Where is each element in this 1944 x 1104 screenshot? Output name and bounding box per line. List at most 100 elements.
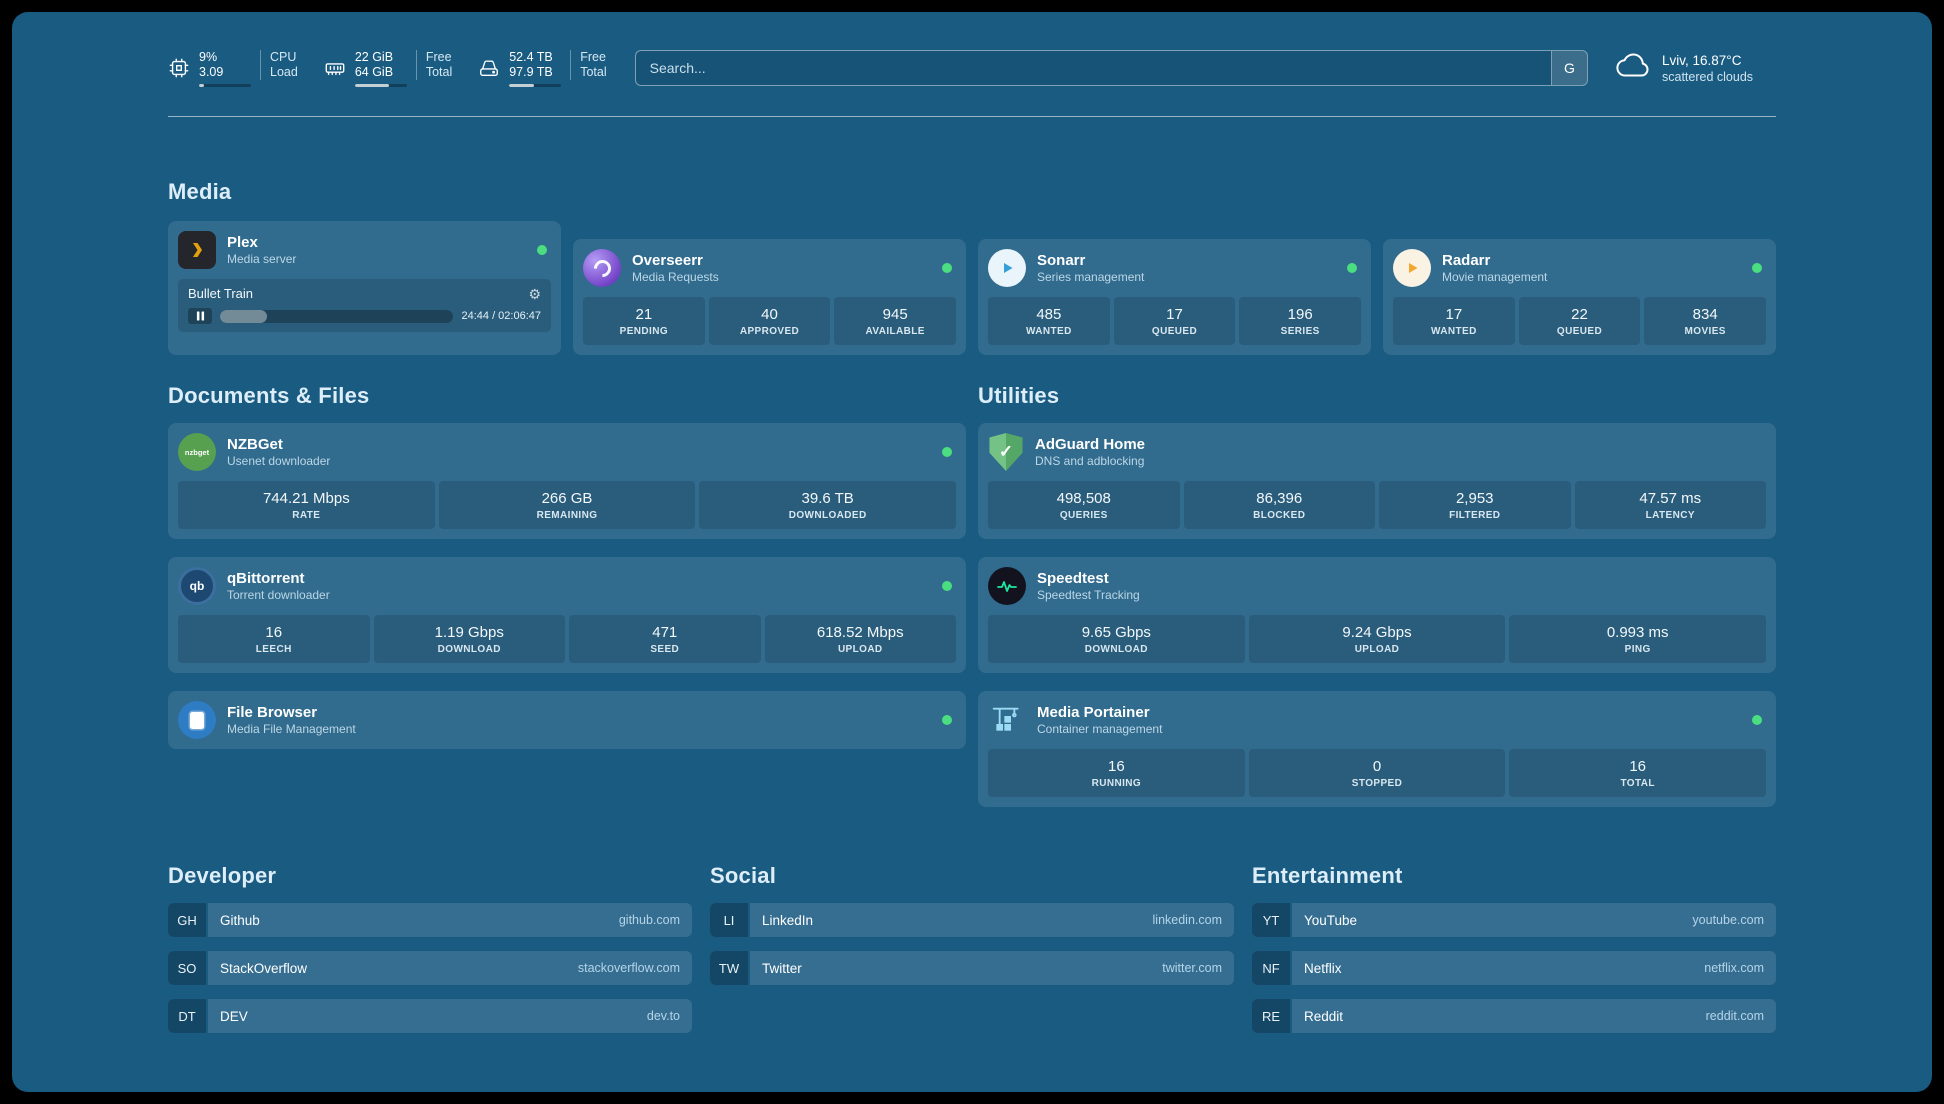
service-card-portainer[interactable]: Media Portainer Container management 16 … [978,691,1776,807]
bookmark-abbr: RE [1252,999,1290,1033]
cpu-label-top: CPU [270,49,297,64]
bookmark-linkedin[interactable]: LI LinkedIn linkedin.com [710,903,1234,937]
stat-available: 945 AVAILABLE [834,297,957,345]
service-desc: Movie management [1442,270,1548,284]
bookmark-name: LinkedIn [762,912,814,928]
service-desc: Container management [1037,722,1163,736]
bookmark-twitter[interactable]: TW Twitter twitter.com [710,951,1234,985]
bookmark-name: Github [220,912,260,928]
nzbget-icon: nzbget [178,433,216,471]
service-name: Overseerr [632,252,703,269]
service-card-overseerr[interactable]: Overseerr Media Requests 21 PENDING 40 A… [573,239,966,355]
bookmark-netflix[interactable]: NF Netflix netflix.com [1252,951,1776,985]
section-title-developer: Developer [168,863,277,888]
service-card-qbittorrent[interactable]: qb qBittorrent Torrent downloader 16 LEE… [168,557,966,673]
bookmark-dev[interactable]: DT DEV dev.to [168,999,692,1033]
section-title-media: Media [168,179,232,204]
now-playing-title: Bullet Train [188,286,254,301]
service-card-nzbget[interactable]: nzbget NZBGet Usenet downloader 744.21 M… [168,423,966,539]
utilities-group: Utilities ✓ AdGuard Home DNS and adblock… [978,383,1776,807]
service-card-plex[interactable]: Plex Media server Bullet Train ⚙ [168,221,561,355]
section-title-documents: Documents & Files [168,383,370,408]
service-card-filebrowser[interactable]: File Browser Media File Management [168,691,966,749]
speedtest-icon [988,567,1026,605]
bookmark-url: stackoverflow.com [577,961,680,975]
service-name: Radarr [1442,252,1491,269]
service-name: File Browser [227,704,318,721]
search-input[interactable] [635,51,1551,85]
stat-leech: 16 LEECH [178,615,370,663]
service-name: Speedtest [1037,570,1109,587]
status-dot [537,245,547,255]
weather-widget[interactable]: Lviv, 16.87°C scattered clouds [1616,52,1776,85]
status-dot [942,447,952,457]
bookmark-stackoverflow[interactable]: SO StackOverflow stackoverflow.com [168,951,692,985]
stat-blocked: 86,396 BLOCKED [1183,481,1375,529]
stat-movies: 834 MOVIES [1644,297,1767,345]
status-dot [942,263,952,273]
cpu-widget: 9% 3.09 CPU Load [168,49,298,87]
bookmark-name: DEV [220,1008,248,1024]
bookmark-name: Netflix [1304,960,1342,976]
memory-icon [324,57,346,79]
playback-progress-bar[interactable] [220,309,454,323]
bookmark-group-entertainment: Entertainment YT YouTube youtube.com NF … [1252,863,1776,1047]
search-provider-button[interactable]: G [1551,51,1587,85]
bookmark-abbr: YT [1252,903,1290,937]
pause-button[interactable] [188,308,212,324]
bookmark-url: dev.to [646,1009,680,1023]
stat-approved: 40 APPROVED [708,297,831,345]
topbar-divider [168,116,1776,117]
service-card-speedtest[interactable]: Speedtest Speedtest Tracking 9.65 Gbps D… [978,557,1776,673]
stat-wanted: 485 WANTED [988,297,1110,345]
section-title-social: Social [710,863,777,888]
bookmark-url: youtube.com [1692,913,1764,927]
stat-download: 9.65 Gbps DOWNLOAD [988,615,1245,663]
bookmarks-area: Developer GH Github github.com SO StackO… [168,863,1776,1047]
stat-queued: 17 QUEUED [1113,297,1236,345]
gear-icon[interactable]: ⚙ [528,285,541,302]
disk-icon [478,57,500,79]
qbittorrent-icon: qb [178,567,216,605]
bookmark-reddit[interactable]: RE Reddit reddit.com [1252,999,1776,1033]
status-dot [1347,263,1357,273]
service-desc: Torrent downloader [227,588,330,602]
service-desc: Series management [1037,270,1145,284]
cloud-icon [1616,52,1652,84]
stat-downloaded: 39.6 TB DOWNLOADED [699,481,957,529]
memory-usage-bar [354,83,407,87]
disk-label-bottom: Total [580,64,607,79]
bookmark-youtube[interactable]: YT YouTube youtube.com [1252,903,1776,937]
status-dot [1752,715,1762,725]
service-name: Plex [227,234,258,251]
service-card-sonarr[interactable]: Sonarr Series management 485 WANTED 17 Q… [978,239,1371,355]
service-desc: Media server [227,252,297,266]
service-name: AdGuard Home [1035,436,1146,453]
status-dot [942,715,952,725]
stat-upload: 618.52 Mbps UPLOAD [764,615,956,663]
stat-ping: 0.993 ms PING [1509,615,1767,663]
memory-total-value: 64 GiB [354,64,394,79]
service-name: NZBGet [227,436,283,453]
bookmark-github[interactable]: GH Github github.com [168,903,692,937]
service-card-radarr[interactable]: Radarr Movie management 17 WANTED 22 QUE… [1383,239,1776,355]
service-name: Sonarr [1037,252,1086,269]
bookmark-abbr: SO [168,951,206,985]
cpu-usage-value: 9% [199,49,218,64]
service-desc: DNS and adblocking [1035,454,1145,468]
bookmark-name: YouTube [1304,912,1358,928]
stat-series: 196 SERIES [1239,297,1362,345]
weather-condition: scattered clouds [1662,69,1754,84]
stat-upload: 9.24 Gbps UPLOAD [1248,615,1506,663]
bookmark-abbr: TW [710,951,748,985]
service-card-adguard[interactable]: ✓ AdGuard Home DNS and adblocking 498,50… [978,423,1776,539]
service-desc: Media File Management [227,722,356,736]
bookmark-url: twitter.com [1162,961,1222,975]
memory-label-top: Free [425,49,452,64]
filebrowser-icon [178,701,216,739]
stat-stopped: 0 STOPPED [1248,749,1506,797]
service-desc: Speedtest Tracking [1037,588,1140,602]
documents-group: Documents & Files nzbget NZBGet Usenet d… [168,383,966,749]
plex-now-playing-panel: Bullet Train ⚙ 24:44 / 02:06:47 [178,279,551,332]
service-desc: Usenet downloader [227,454,331,468]
